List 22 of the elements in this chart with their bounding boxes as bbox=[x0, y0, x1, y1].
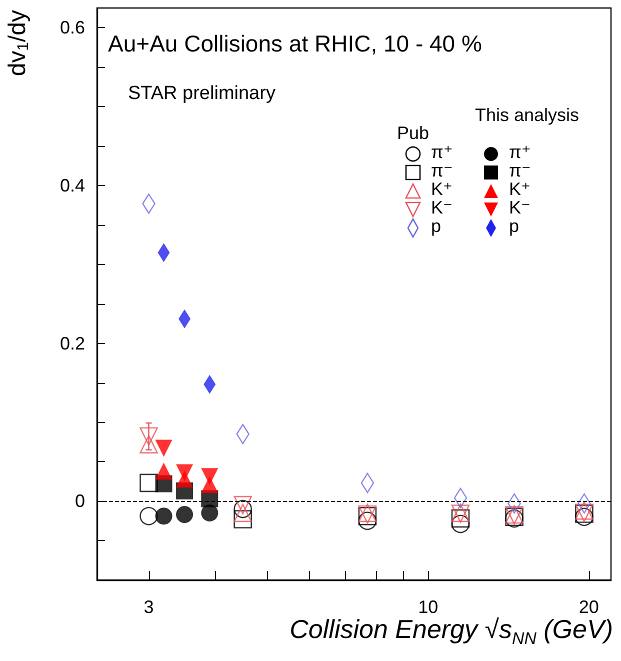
legend-label: π⁻ bbox=[431, 160, 453, 180]
legend-label: π⁻ bbox=[509, 160, 531, 180]
x-axis-title: Collision Energy √s$_{NN}$ (GeV) bbox=[290, 614, 613, 648]
annotation: This analysis bbox=[475, 105, 580, 125]
annotation: Pub bbox=[397, 123, 430, 143]
text: STAR preliminary bbox=[128, 83, 276, 104]
legend-label: K⁻ bbox=[509, 198, 531, 218]
legend-label: K⁺ bbox=[431, 179, 453, 199]
x-tick-label: 10 bbox=[418, 597, 438, 617]
legend-label: π⁺ bbox=[431, 142, 453, 162]
legend-label: K⁺ bbox=[509, 179, 531, 199]
y-tick-label: 0.2 bbox=[60, 333, 85, 354]
legend-label: π⁺ bbox=[509, 142, 531, 162]
y-tick-label: 0 bbox=[74, 491, 85, 512]
legend-label: K⁻ bbox=[431, 198, 453, 218]
x-tick-label: 3 bbox=[144, 597, 154, 617]
legend-label: p bbox=[431, 216, 442, 236]
text: Au+Au Collisions at RHIC, 10 - 40 % bbox=[108, 30, 482, 56]
legend-label: p bbox=[509, 216, 520, 236]
y-tick-label: 0.6 bbox=[60, 18, 85, 38]
y-tick-label: 0.4 bbox=[60, 176, 85, 196]
x-tick-label: 20 bbox=[578, 597, 599, 617]
